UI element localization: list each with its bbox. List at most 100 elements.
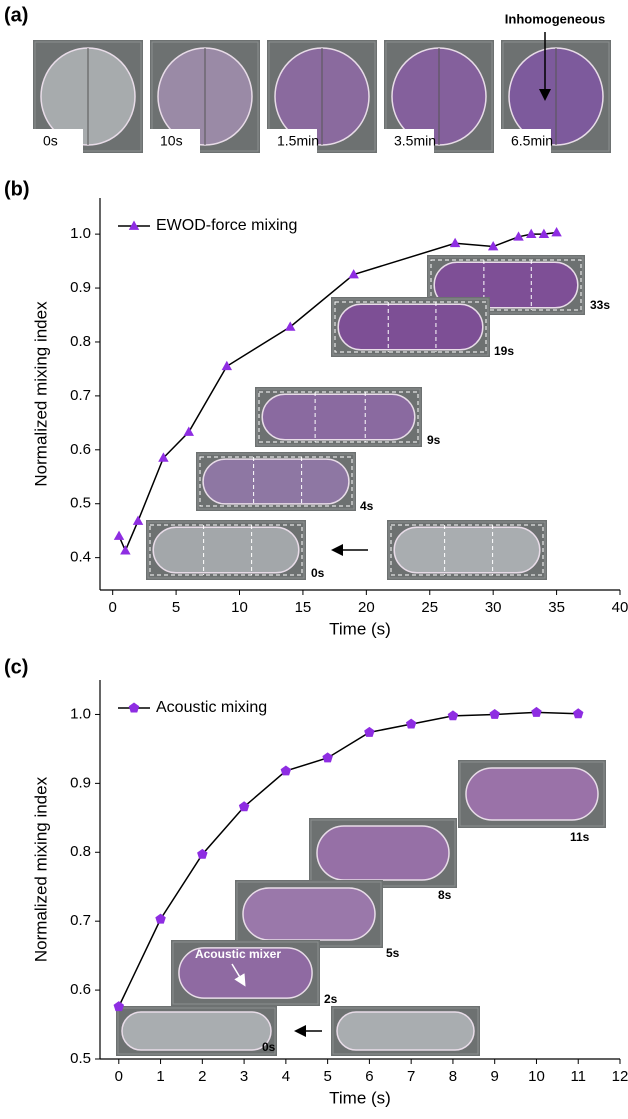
x-tick-label: 3 bbox=[240, 1068, 248, 1085]
electrode-outline bbox=[258, 391, 419, 443]
frame-label: 1.5min bbox=[277, 133, 319, 149]
y-axis-title: Normalized mixing index bbox=[31, 776, 50, 962]
label-box bbox=[501, 129, 551, 153]
inset-label: 0s bbox=[311, 566, 325, 580]
panel-label: (b) bbox=[4, 178, 30, 200]
inset-label: 2s bbox=[324, 992, 338, 1006]
inset-arrow bbox=[231, 963, 246, 987]
y-tick-label: 0.8 bbox=[70, 333, 91, 350]
data-point bbox=[158, 452, 169, 462]
photo bbox=[171, 940, 320, 1006]
photo bbox=[387, 520, 547, 580]
data-point bbox=[487, 241, 499, 251]
x-axis-title: Time (s) bbox=[329, 619, 391, 638]
data-point bbox=[538, 228, 550, 238]
y-tick-label: 0.4 bbox=[70, 549, 91, 566]
data-point bbox=[113, 530, 125, 540]
photo bbox=[146, 520, 306, 580]
data-point bbox=[128, 220, 140, 230]
photo-grid bbox=[268, 41, 376, 152]
data-point bbox=[322, 752, 333, 763]
x-axis-title: Time (s) bbox=[329, 1088, 391, 1107]
data-point bbox=[221, 360, 233, 371]
x-tick-label: 10 bbox=[528, 1068, 545, 1085]
inset-label: 11s bbox=[570, 830, 590, 844]
x-tick-label: 6 bbox=[365, 1068, 373, 1085]
x-tick-label: 20 bbox=[358, 599, 375, 616]
photo-grid bbox=[256, 388, 421, 446]
data-point bbox=[551, 227, 562, 237]
inset-label: 4s bbox=[360, 499, 374, 513]
inset-annotation: Acoustic mixer bbox=[195, 947, 281, 961]
droplet bbox=[433, 261, 579, 309]
data-point bbox=[120, 545, 131, 555]
label-box bbox=[150, 129, 200, 153]
x-tick-label: 9 bbox=[491, 1068, 499, 1085]
photo-grid bbox=[151, 41, 259, 152]
electrode-outline bbox=[334, 301, 487, 353]
electrode-outline bbox=[390, 524, 544, 576]
y-tick-label: 1.0 bbox=[70, 705, 91, 722]
legend-label: EWOD-force mixing bbox=[156, 217, 297, 234]
panel-label: (a) bbox=[4, 4, 28, 26]
data-point bbox=[531, 706, 542, 717]
x-tick-label: 30 bbox=[485, 599, 502, 616]
x-tick-label: 0 bbox=[109, 599, 117, 616]
photo-grid bbox=[197, 453, 355, 510]
x-tick-label: 10 bbox=[231, 599, 248, 616]
y-tick-label: 0.8 bbox=[70, 843, 91, 860]
photo bbox=[255, 387, 422, 447]
frame-label: 10s bbox=[160, 133, 183, 149]
x-tick-label: 8 bbox=[449, 1068, 457, 1085]
x-tick-label: 40 bbox=[612, 599, 628, 616]
x-tick-label: 15 bbox=[295, 599, 312, 616]
data-point bbox=[348, 269, 359, 279]
series-line bbox=[118, 711, 579, 1007]
electrode-outline bbox=[430, 259, 582, 311]
data-point bbox=[513, 231, 524, 241]
photo bbox=[309, 818, 457, 888]
x-tick-label: 7 bbox=[407, 1068, 415, 1085]
label-box bbox=[267, 129, 317, 153]
inset-label: 8s bbox=[438, 888, 452, 902]
photo-grid bbox=[502, 41, 610, 152]
x-tick-label: 35 bbox=[548, 599, 565, 616]
photo-grid bbox=[147, 521, 305, 579]
x-tick-label: 1 bbox=[156, 1068, 164, 1085]
inset-label: 0s bbox=[262, 1040, 276, 1054]
photo bbox=[235, 880, 383, 948]
droplet bbox=[178, 947, 313, 999]
droplet bbox=[121, 1011, 272, 1051]
photo-grid bbox=[34, 41, 142, 152]
photo-grid bbox=[428, 256, 584, 314]
data-point bbox=[489, 708, 500, 719]
y-tick-label: 0.5 bbox=[70, 1050, 91, 1067]
photo bbox=[331, 297, 490, 357]
photo bbox=[458, 760, 606, 828]
droplet bbox=[202, 458, 350, 505]
droplet bbox=[465, 767, 599, 821]
y-tick-label: 0.6 bbox=[70, 981, 91, 998]
droplet bbox=[152, 526, 300, 574]
y-axis-title: Normalized mixing index bbox=[31, 301, 50, 487]
inset-label: 33s bbox=[590, 298, 610, 312]
photo-grid bbox=[332, 298, 489, 356]
x-tick-label: 0 bbox=[115, 1068, 123, 1085]
y-tick-label: 1.0 bbox=[70, 225, 91, 242]
inset-label: 9s bbox=[427, 433, 441, 447]
droplet bbox=[316, 825, 450, 881]
legend-label: Acoustic mixing bbox=[156, 699, 267, 716]
droplet bbox=[337, 303, 484, 351]
photo bbox=[331, 1006, 480, 1056]
droplet bbox=[393, 526, 541, 574]
data-point bbox=[238, 801, 250, 812]
data-point bbox=[405, 718, 417, 729]
y-tick-label: 0.6 bbox=[70, 441, 91, 458]
y-tick-label: 0.5 bbox=[70, 495, 91, 512]
photo-grid bbox=[172, 941, 319, 1005]
data-point bbox=[113, 1001, 125, 1012]
x-tick-label: 11 bbox=[570, 1068, 586, 1085]
droplet bbox=[261, 393, 416, 441]
x-tick-label: 2 bbox=[198, 1068, 206, 1085]
